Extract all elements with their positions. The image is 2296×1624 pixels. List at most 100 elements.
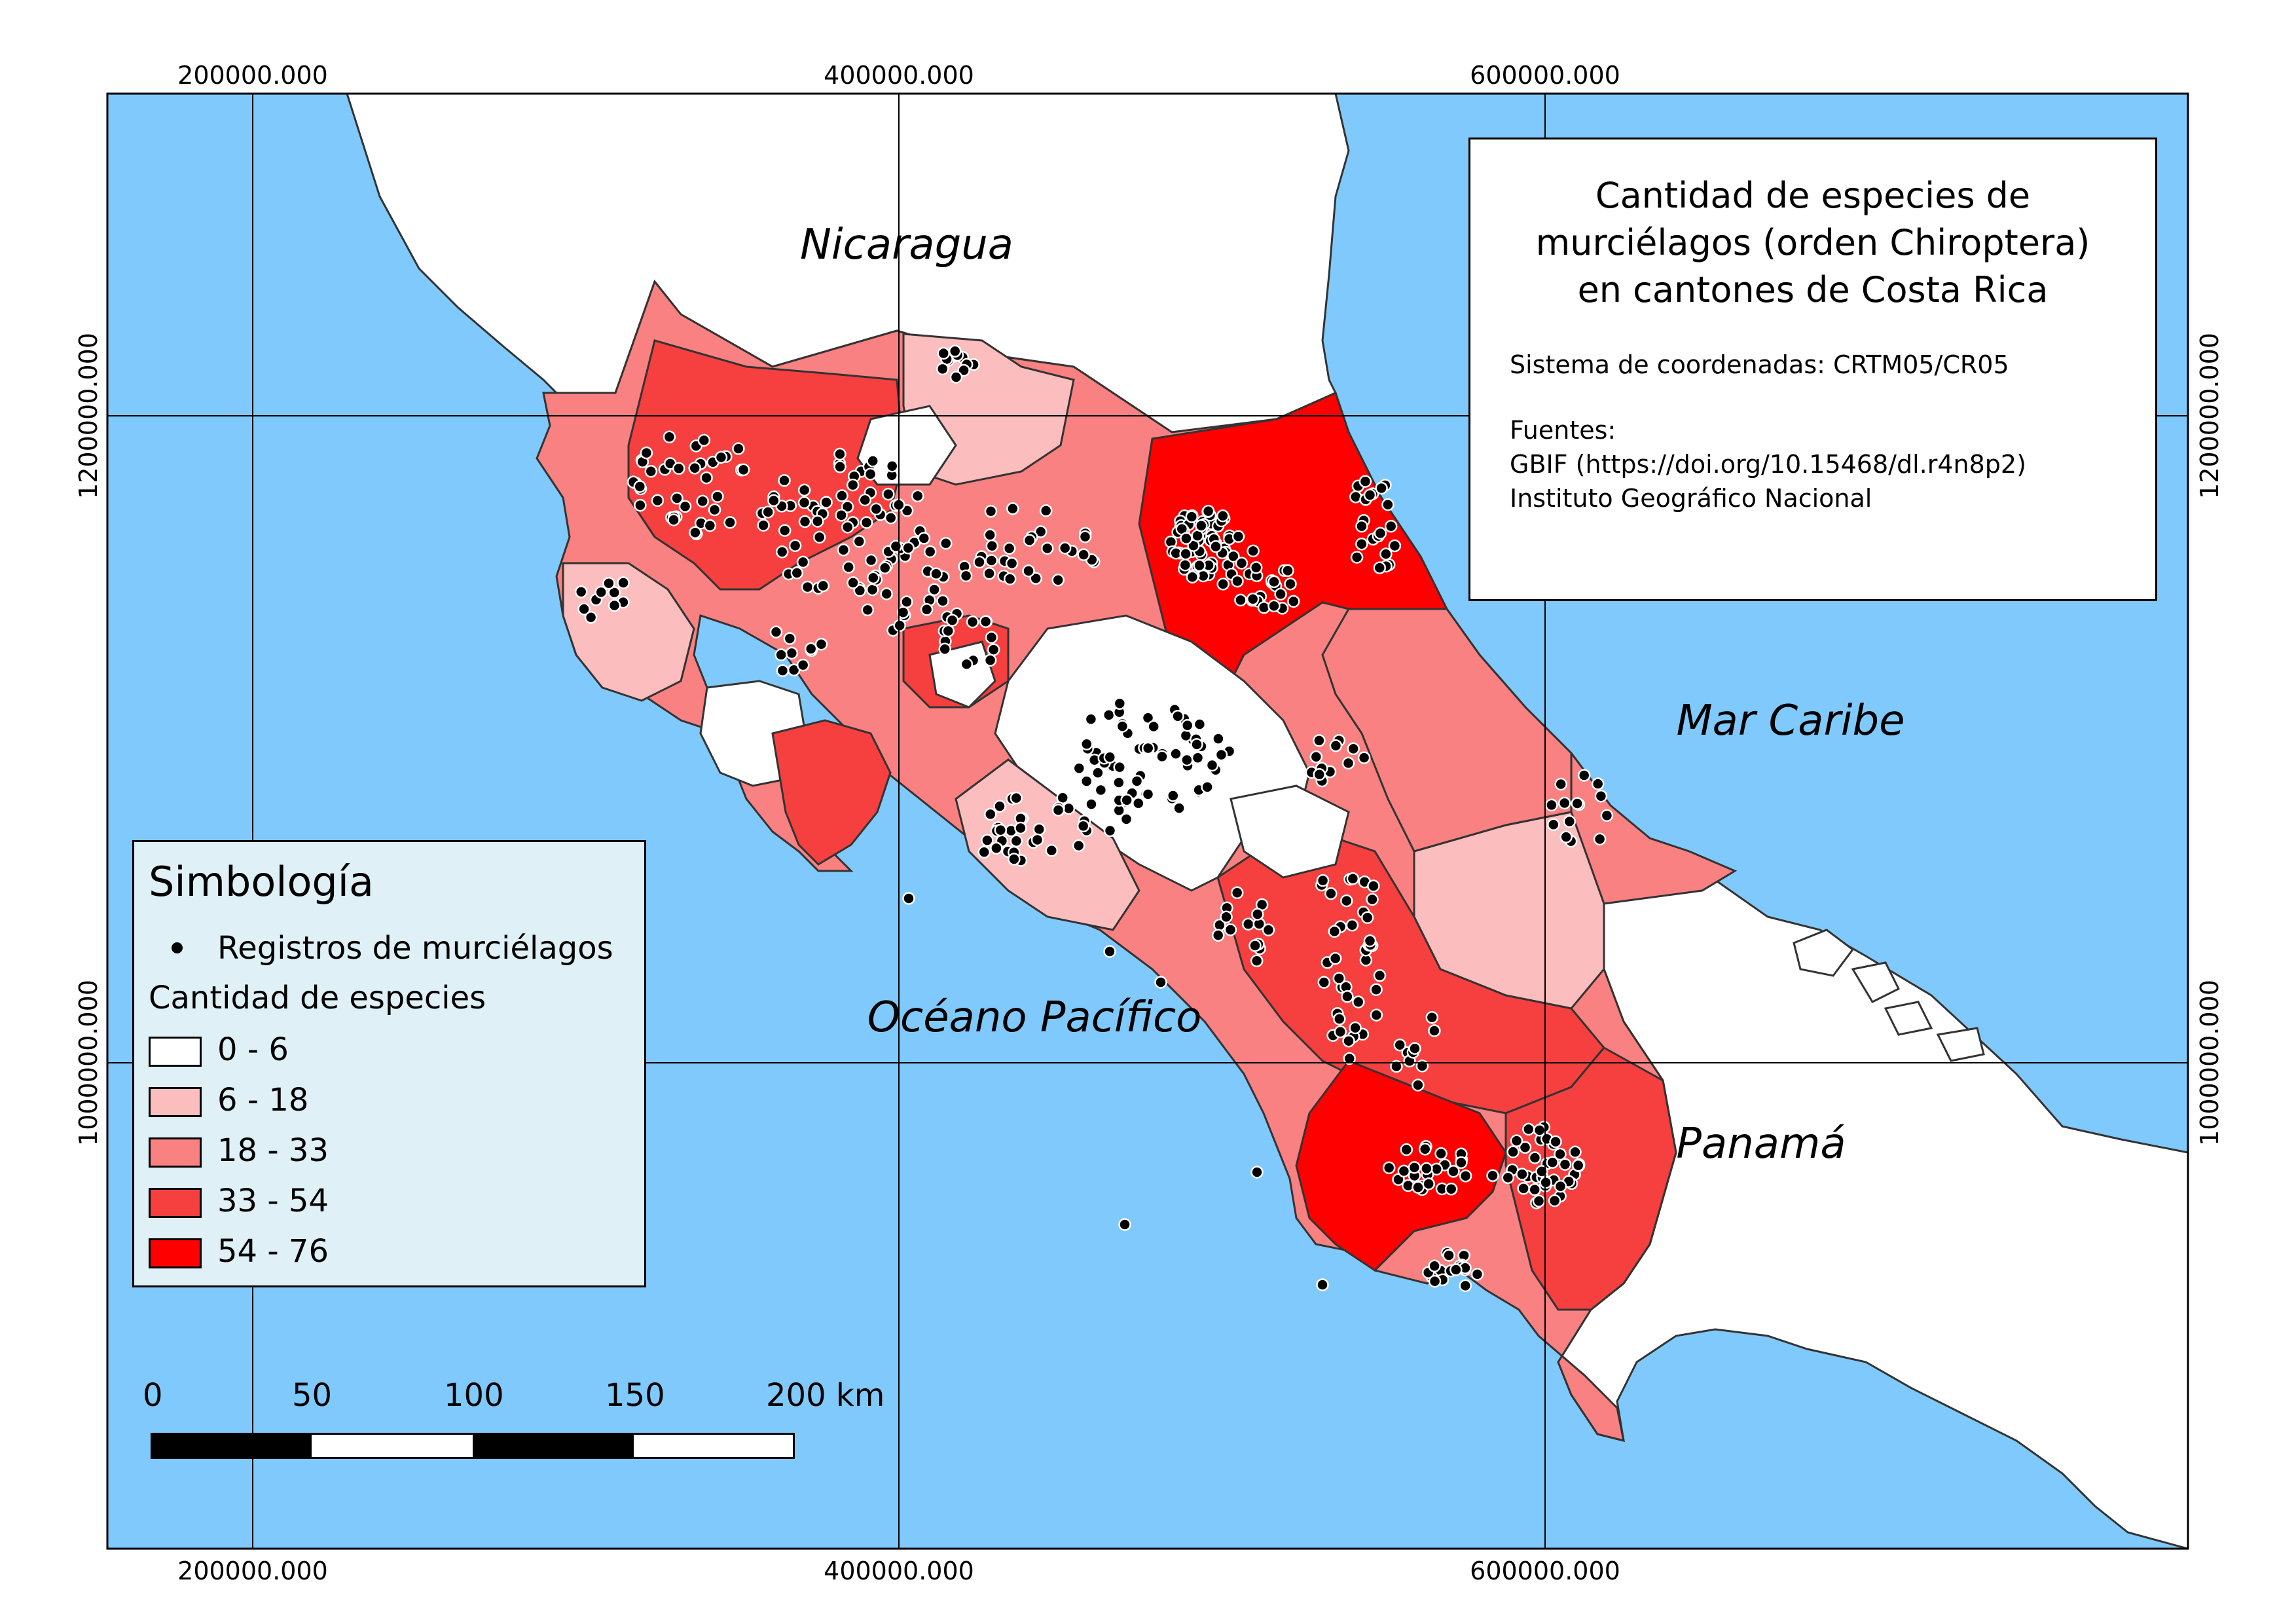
bat-record-point <box>714 451 728 464</box>
bat-record-point <box>1205 758 1219 772</box>
bat-record-point <box>1171 709 1184 723</box>
bat-record-point <box>1390 1060 1403 1073</box>
bat-record-point <box>670 492 683 505</box>
bat-record-point <box>577 602 591 616</box>
bat-record-point <box>1309 750 1323 764</box>
x-label-top-2: 400000.000 <box>824 61 974 90</box>
bat-record-point <box>1360 911 1374 924</box>
bat-record-point <box>700 471 713 485</box>
bat-record-point <box>1522 1122 1535 1136</box>
bat-record-point <box>1554 777 1567 791</box>
bat-record-point <box>672 462 685 475</box>
bat-record-point <box>1379 547 1393 561</box>
bat-record-point <box>1235 557 1248 570</box>
bat-record-point <box>1116 720 1129 733</box>
bat-record-point <box>985 631 998 644</box>
bat-record-point <box>708 503 721 517</box>
bat-record-point <box>1120 794 1133 807</box>
bat-record-point <box>812 530 826 544</box>
y-label-right-2: 1000000.000 <box>2195 980 2224 1146</box>
bat-record-point <box>1250 1166 1264 1179</box>
bat-record-point <box>1080 737 1093 750</box>
bat-record-point <box>1211 929 1225 942</box>
bat-record-point <box>1113 697 1127 710</box>
bat-record-point <box>1408 1161 1421 1174</box>
bat-record-point <box>835 489 848 502</box>
bat-record-point <box>1045 844 1059 857</box>
bat-record-point <box>984 505 998 518</box>
bocas-islands <box>1793 929 1985 1062</box>
legend-swatch-0-6 <box>149 1037 202 1067</box>
bat-record-point <box>1216 509 1230 523</box>
scale-bar-segment-1 <box>151 1433 312 1459</box>
bat-record-point <box>640 446 653 460</box>
crs-text: Sistema de coordenadas: CRTM05/CR05 <box>1510 350 2009 379</box>
bat-record-point <box>866 454 879 468</box>
bat-record-point <box>1506 1145 1520 1158</box>
bat-record-point <box>1447 1165 1460 1178</box>
bat-record-point <box>864 553 878 567</box>
x-label-bottom-2: 400000.000 <box>824 1557 974 1585</box>
scale-label-200-km: 200 km <box>766 1377 885 1414</box>
bat-record-point <box>644 464 658 478</box>
bat-record-point <box>985 554 998 567</box>
bat-record-point <box>941 624 955 638</box>
legend-title: Simbología <box>149 858 374 906</box>
bat-record-point <box>711 490 724 503</box>
scale-label-150: 150 <box>605 1377 665 1414</box>
bat-record-point <box>796 555 810 569</box>
bat-record-point <box>1214 748 1228 762</box>
y-label-left-1: 1200000.000 <box>74 333 103 499</box>
bat-record-point <box>1190 738 1203 751</box>
legend-swatch-6-18 <box>149 1087 202 1117</box>
bat-record-point <box>1528 1183 1541 1196</box>
bat-record-point <box>1422 1177 1435 1190</box>
bat-record-point <box>1180 753 1194 767</box>
x-label-top-1: 200000.000 <box>177 61 328 90</box>
label-panama: Panamá <box>1676 1120 1846 1168</box>
record-dot-symbol <box>172 942 183 953</box>
bat-record-point <box>936 362 949 376</box>
bat-record-point <box>960 657 974 671</box>
bat-record-point <box>1333 1012 1346 1025</box>
bat-record-point <box>1408 1042 1421 1055</box>
bat-record-point <box>917 532 931 545</box>
bat-record-point <box>985 539 999 553</box>
bat-record-point <box>1341 756 1355 770</box>
canton-region-nicoya-tip <box>771 719 892 866</box>
y-label-right-1: 1200000.000 <box>2195 333 2224 499</box>
bat-record-point <box>858 493 871 507</box>
bat-record-point <box>1141 711 1155 725</box>
bat-record-point <box>783 632 797 645</box>
bat-record-point <box>1216 578 1230 591</box>
bat-record-point <box>1287 595 1300 608</box>
source-gbif: GBIF (https://doi.org/10.15468/dl.r4n8p2… <box>1510 450 2026 479</box>
bat-record-point <box>1076 819 1090 833</box>
legend-swatch-33-54 <box>149 1188 202 1218</box>
map-frame <box>106 92 2189 1550</box>
bat-record-point <box>911 489 924 503</box>
bat-record-point <box>1010 834 1023 847</box>
legend-swatch-54-76 <box>149 1238 202 1268</box>
bat-record-point <box>1329 739 1343 752</box>
bat-record-point <box>1393 1039 1406 1052</box>
bat-record-point <box>732 442 745 455</box>
source-ign: Instituto Geográfico Nacional <box>1510 484 1872 513</box>
bat-record-point <box>990 841 1003 855</box>
map-title-line-3: en cantones de Costa Rica <box>1577 269 2049 310</box>
canton-region-abangares <box>856 405 957 486</box>
bat-record-point <box>696 494 709 508</box>
x-label-bottom-3: 600000.000 <box>1470 1557 1620 1585</box>
bat-record-point <box>1415 1060 1429 1073</box>
bat-record-point <box>1554 1179 1567 1193</box>
map-title-line-1: Cantidad de especies de <box>1595 175 2031 216</box>
x-label-top-3: 600000.000 <box>1470 61 1620 90</box>
scale-label-0: 0 <box>143 1377 163 1414</box>
bat-record-point <box>902 542 915 555</box>
bat-record-point <box>778 524 792 537</box>
bat-record-point <box>1444 1183 1458 1196</box>
bat-record-point <box>1397 1164 1411 1178</box>
bat-record-point <box>945 614 959 627</box>
bat-record-point <box>1375 481 1388 495</box>
bat-record-point <box>1084 712 1098 726</box>
